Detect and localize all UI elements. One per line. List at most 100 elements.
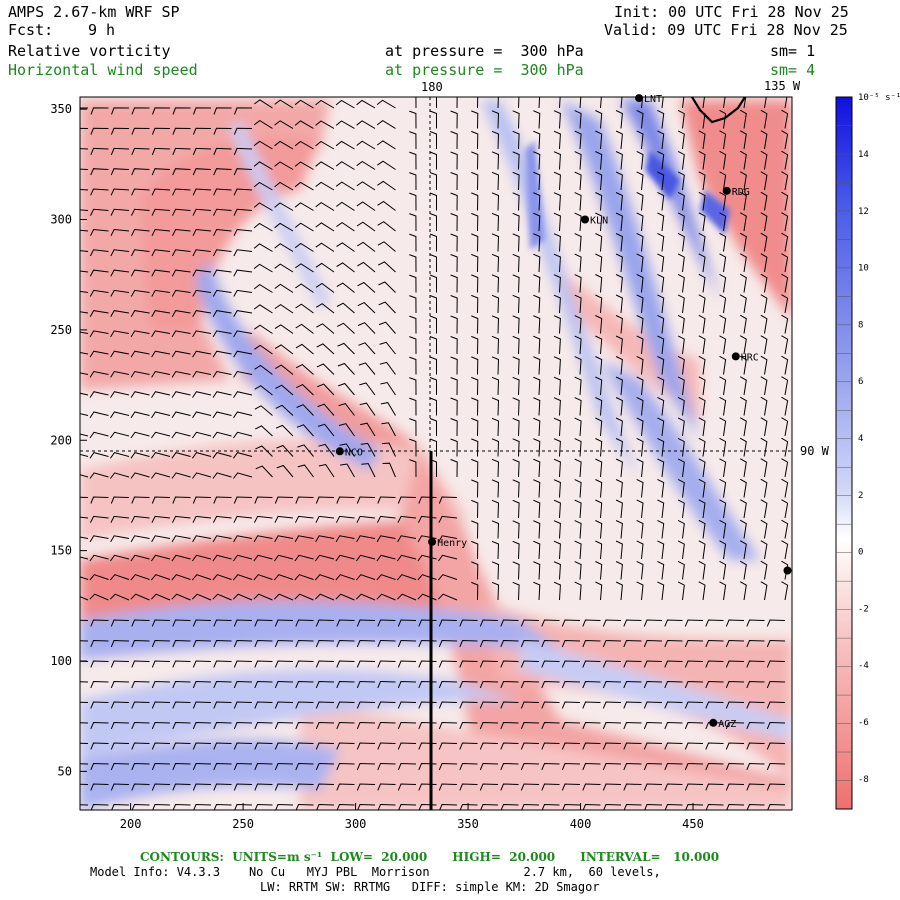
wind-barb	[429, 336, 437, 354]
wind-barb	[636, 581, 644, 601]
wind-barb	[677, 478, 685, 498]
wind-barb	[429, 315, 437, 334]
wind-barb	[719, 171, 727, 191]
wind-barb	[377, 241, 396, 252]
wind-barb	[471, 233, 479, 252]
wind-barb	[315, 262, 335, 273]
wind-barb	[89, 431, 109, 439]
wind-barb	[80, 619, 89, 621]
wind-barb	[356, 241, 376, 252]
wind-barb	[80, 576, 89, 580]
wind-barb	[151, 330, 171, 338]
wind-barb	[438, 639, 458, 648]
wind-barb	[781, 212, 789, 232]
wind-barb	[582, 639, 601, 648]
wind-barb	[500, 803, 519, 810]
wind-barb	[295, 619, 314, 627]
wind-barb	[574, 110, 582, 129]
wind-barb	[512, 356, 520, 375]
wind-barb	[450, 336, 458, 355]
wind-barb	[233, 496, 253, 504]
wind-barb	[561, 660, 581, 668]
station-label: HRC	[741, 352, 759, 363]
wind-barb	[233, 721, 253, 730]
wind-barb	[760, 150, 768, 170]
wind-barb	[359, 382, 376, 396]
wind-barb	[192, 515, 212, 523]
wind-barb	[781, 253, 789, 273]
wind-barb	[192, 535, 212, 543]
wind-barb	[409, 233, 417, 252]
station-marker	[783, 566, 792, 575]
wind-barb	[80, 453, 89, 457]
wind-barb	[479, 639, 499, 648]
wind-barb	[232, 554, 253, 562]
wind-barb	[336, 660, 355, 668]
wind-barb	[491, 294, 500, 314]
wind-barb	[636, 212, 644, 232]
wind-barb	[602, 742, 622, 750]
wind-barb	[396, 593, 417, 601]
wind-barb	[314, 574, 335, 581]
wind-barb	[80, 496, 89, 498]
wind-barb	[192, 168, 212, 176]
wind-barb	[533, 417, 541, 437]
wind-barb	[172, 168, 191, 176]
wind-barb	[213, 680, 232, 689]
wind-barb	[409, 254, 417, 273]
wind-barb	[336, 721, 355, 730]
wind-barb	[397, 496, 417, 504]
wind-barb	[553, 335, 561, 355]
wind-barb	[643, 680, 663, 689]
wind-barb	[739, 417, 747, 437]
wind-barb	[636, 150, 644, 170]
wind-barb	[582, 742, 601, 750]
wind-barb	[171, 411, 191, 419]
wind-barb	[233, 310, 253, 317]
wind-barb	[698, 314, 706, 334]
wind-barb	[356, 639, 376, 648]
y-tick-label: 200	[50, 433, 72, 447]
wind-barb	[677, 109, 685, 129]
wind-barb	[471, 479, 479, 498]
wind-barb	[172, 619, 191, 627]
lon-label-135w: 135 W	[764, 79, 801, 93]
wind-barb	[409, 438, 417, 457]
wind-barb	[781, 540, 789, 560]
wind-barb	[677, 560, 685, 580]
wind-barb	[316, 323, 335, 334]
wind-barb	[595, 130, 603, 150]
wind-barb	[574, 335, 582, 355]
wind-barb	[439, 803, 458, 810]
wind-barb	[781, 519, 789, 539]
wind-barb	[643, 639, 663, 648]
wind-barb	[131, 127, 150, 135]
wind-barb	[233, 249, 253, 257]
wind-barb	[541, 783, 560, 791]
wind-barb	[294, 120, 314, 129]
wind-barb	[409, 274, 417, 293]
wind-barb	[698, 417, 706, 437]
wind-barb	[315, 721, 335, 730]
wind-barb	[664, 783, 683, 791]
wind-barb	[746, 742, 765, 750]
wind-barb	[397, 701, 417, 709]
wind-barb	[471, 356, 479, 375]
wind-barb	[677, 335, 685, 355]
wind-barb	[684, 660, 704, 668]
wind-barb	[491, 397, 500, 416]
wind-barb	[89, 593, 109, 601]
wind-barb	[553, 356, 561, 375]
wind-barb	[677, 355, 685, 375]
wind-barb	[657, 396, 665, 416]
wind-barb	[151, 127, 171, 135]
wind-barb	[131, 208, 150, 216]
station-label: Henry	[437, 538, 467, 549]
wind-barb	[397, 762, 417, 771]
wind-barb	[491, 438, 500, 457]
wind-barb	[450, 377, 458, 396]
wind-barb	[643, 762, 663, 771]
wind-barb	[471, 294, 479, 314]
wind-barb	[275, 404, 294, 416]
wind-barb	[450, 172, 458, 191]
